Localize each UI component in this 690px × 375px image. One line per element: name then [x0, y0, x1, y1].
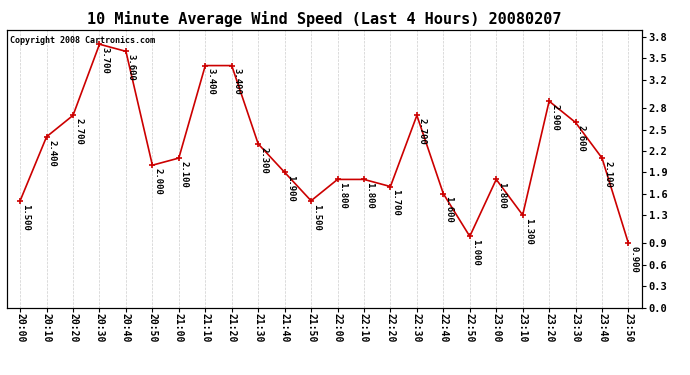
Text: 3.400: 3.400 — [206, 68, 215, 95]
Title: 10 Minute Average Wind Speed (Last 4 Hours) 20080207: 10 Minute Average Wind Speed (Last 4 Hou… — [87, 12, 562, 27]
Text: 1.900: 1.900 — [286, 175, 295, 202]
Text: 2.400: 2.400 — [48, 140, 57, 166]
Text: 1.000: 1.000 — [471, 239, 480, 266]
Text: 1.800: 1.800 — [339, 182, 348, 209]
Text: 2.100: 2.100 — [603, 161, 612, 188]
Text: 3.400: 3.400 — [233, 68, 241, 95]
Text: 1.500: 1.500 — [312, 204, 321, 230]
Text: 3.700: 3.700 — [101, 47, 110, 74]
Text: 1.700: 1.700 — [391, 189, 400, 216]
Text: 2.700: 2.700 — [418, 118, 427, 145]
Text: 1.600: 1.600 — [444, 196, 453, 223]
Text: 1.800: 1.800 — [365, 182, 374, 209]
Text: 1.800: 1.800 — [497, 182, 506, 209]
Text: Copyright 2008 Cartronics.com: Copyright 2008 Cartronics.com — [10, 36, 155, 45]
Text: 2.900: 2.900 — [550, 104, 559, 131]
Text: 2.000: 2.000 — [153, 168, 162, 195]
Text: 2.300: 2.300 — [259, 147, 268, 174]
Text: 3.600: 3.600 — [127, 54, 136, 81]
Text: 2.600: 2.600 — [577, 125, 586, 152]
Text: 2.700: 2.700 — [74, 118, 83, 145]
Text: 2.100: 2.100 — [180, 161, 189, 188]
Text: 0.900: 0.900 — [629, 246, 638, 273]
Text: 1.500: 1.500 — [21, 204, 30, 230]
Text: 1.300: 1.300 — [524, 218, 533, 244]
